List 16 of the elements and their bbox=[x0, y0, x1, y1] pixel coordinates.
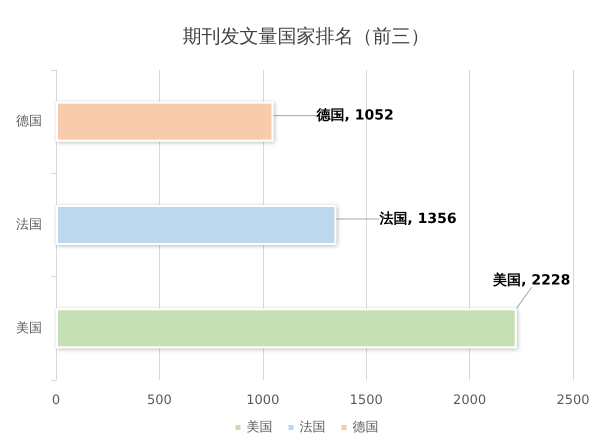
x-tick-label: 1000 bbox=[246, 393, 280, 408]
chart-title: 期刊发文量国家排名（前三） bbox=[182, 26, 430, 48]
x-tick-label: 1500 bbox=[350, 393, 383, 408]
legend-label: 美国 bbox=[246, 419, 272, 435]
legend-label: 法国 bbox=[300, 420, 326, 435]
data-label: 德国, 1052 bbox=[316, 108, 394, 124]
y-tick-label: 德国 bbox=[16, 114, 42, 130]
x-tick-label: 2000 bbox=[453, 393, 486, 408]
data-label: 美国, 2228 bbox=[492, 271, 570, 288]
y-tick-label: 法国 bbox=[16, 218, 42, 232]
x-tick-label: 0 bbox=[52, 393, 60, 408]
x-tick-label: 500 bbox=[146, 393, 172, 408]
data-label: 法国, 1356 bbox=[378, 211, 457, 227]
y-tick-label: 美国 bbox=[16, 320, 42, 336]
legend-label: 德国 bbox=[352, 420, 378, 435]
x-tick-label: 2500 bbox=[556, 393, 590, 408]
